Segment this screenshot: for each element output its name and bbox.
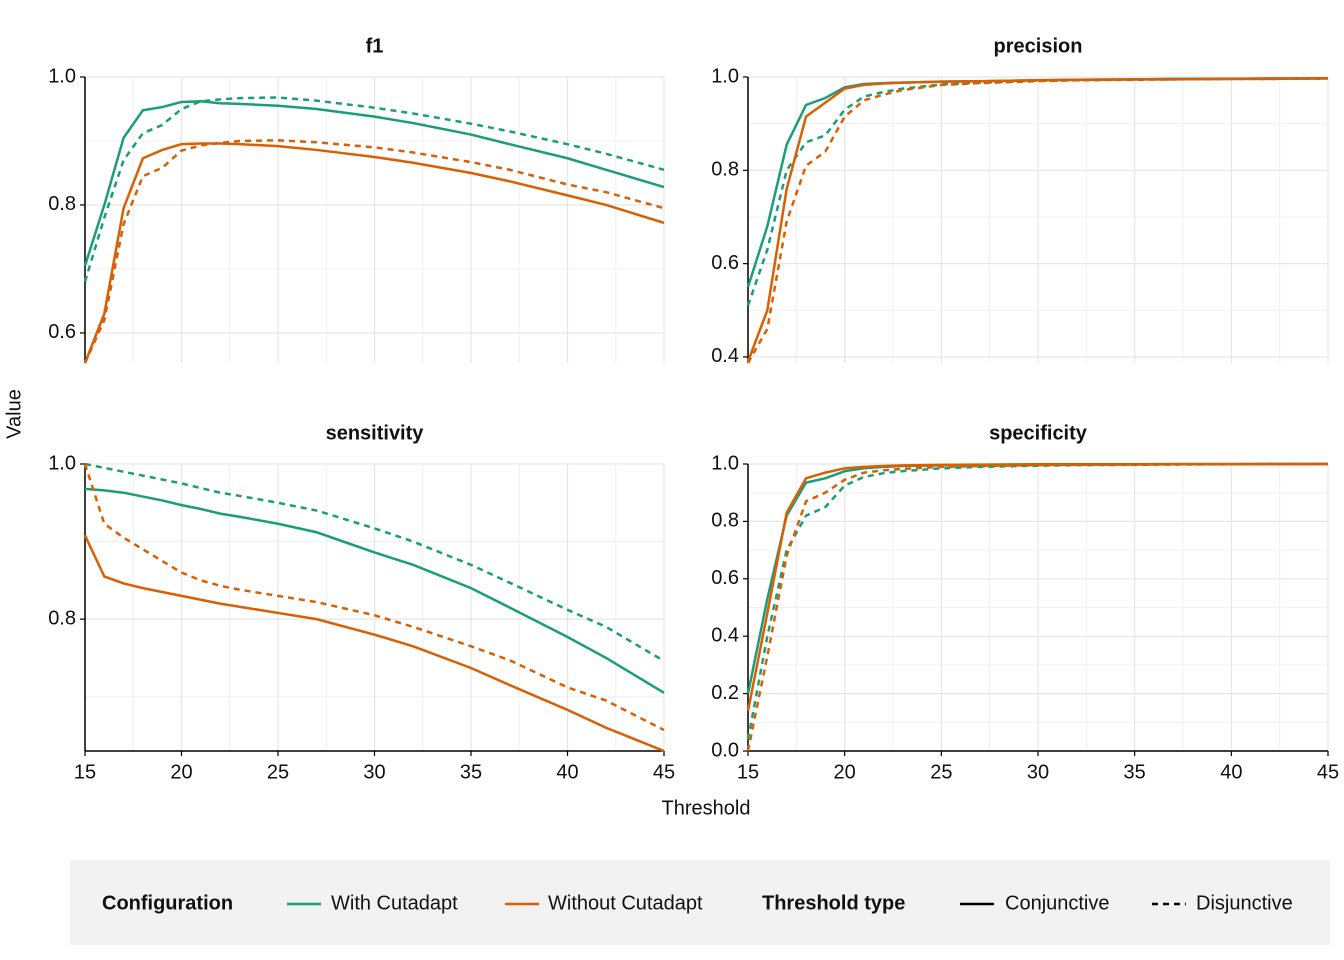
legend-box xyxy=(70,860,1330,945)
x-tick-label: 20 xyxy=(170,761,192,783)
y-tick-label: 0.6 xyxy=(48,321,76,343)
data-line xyxy=(83,100,665,267)
y-tick-label: 1.0 xyxy=(48,452,76,474)
legend-title: Configuration xyxy=(102,892,233,914)
data-line xyxy=(83,534,665,753)
x-tick-label: 40 xyxy=(1220,761,1242,783)
y-tick-label: 0.4 xyxy=(711,624,739,646)
data-line xyxy=(84,462,665,663)
y-tick-label: 0.8 xyxy=(48,193,76,215)
x-tick-label: 45 xyxy=(653,761,675,783)
x-tick-label: 15 xyxy=(74,761,96,783)
y-tick-label: 0.6 xyxy=(711,252,739,274)
data-line xyxy=(83,142,665,364)
data-line xyxy=(746,77,1329,364)
data-line xyxy=(83,463,665,732)
y-tick-label: 1.0 xyxy=(711,452,739,474)
y-tick-label: 0.0 xyxy=(711,739,739,761)
x-tick-label: 35 xyxy=(1124,761,1146,783)
x-tick-label: 40 xyxy=(556,761,578,783)
legend-label: Without Cutadapt xyxy=(548,892,703,914)
panel-title: specificity xyxy=(989,422,1088,444)
y-tick-label: 0.8 xyxy=(48,607,76,629)
panel-title: sensitivity xyxy=(326,422,425,444)
legend-label: Conjunctive xyxy=(1005,892,1110,914)
x-tick-label: 45 xyxy=(1317,761,1339,783)
x-tick-label: 30 xyxy=(363,761,385,783)
y-tick-label: 0.6 xyxy=(711,567,739,589)
data-line xyxy=(83,96,665,283)
y-tick-label: 1.0 xyxy=(48,65,76,87)
x-tick-label: 35 xyxy=(460,761,482,783)
data-line xyxy=(84,487,665,694)
legend-title: Threshold type xyxy=(762,892,905,914)
panel-title: f1 xyxy=(366,35,384,57)
x-tick-label: 25 xyxy=(267,761,289,783)
y-tick-label: 0.4 xyxy=(711,345,739,367)
x-axis-label: Threshold xyxy=(662,797,751,819)
x-tick-label: 15 xyxy=(737,761,759,783)
y-tick-label: 1.0 xyxy=(711,65,739,87)
x-tick-label: 25 xyxy=(930,761,952,783)
data-line xyxy=(83,139,665,364)
x-tick-label: 30 xyxy=(1027,761,1049,783)
legend-label: With Cutadapt xyxy=(331,892,458,914)
y-tick-label: 0.8 xyxy=(711,510,739,532)
x-tick-label: 20 xyxy=(834,761,856,783)
panel-title: precision xyxy=(994,35,1083,57)
y-tick-label: 0.2 xyxy=(711,682,739,704)
data-line xyxy=(746,462,1328,752)
y-axis-label: Value xyxy=(3,389,25,439)
y-tick-label: 0.8 xyxy=(711,159,739,181)
legend-label: Disjunctive xyxy=(1196,892,1293,914)
